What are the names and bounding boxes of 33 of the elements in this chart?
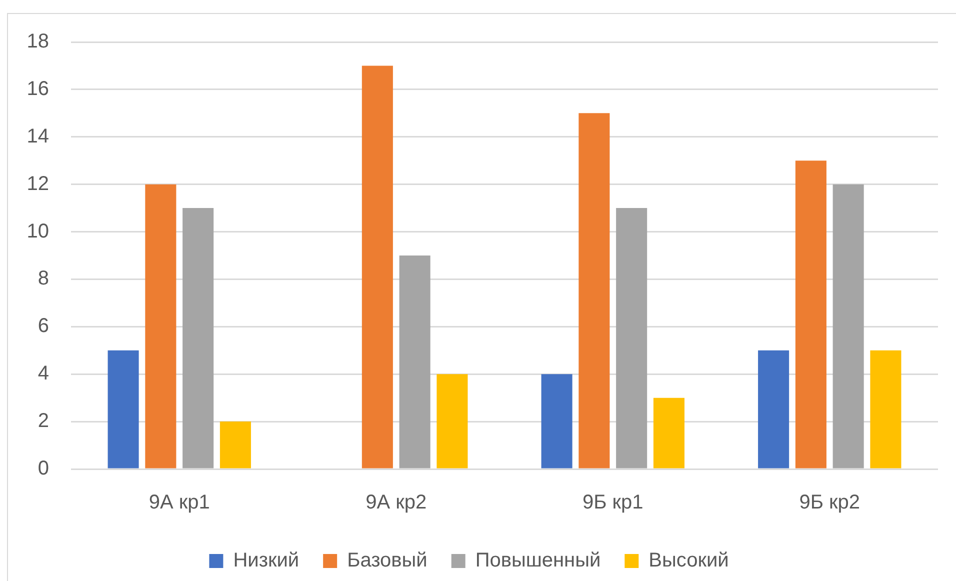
y-tick-label: 8 [38, 268, 49, 290]
y-tick-label: 6 [38, 315, 49, 338]
bar [108, 350, 139, 468]
legend-label: Низкий [233, 550, 300, 572]
bar [578, 113, 610, 468]
y-tick-label: 2 [38, 410, 49, 432]
y-tick-label: 16 [26, 78, 49, 100]
x-tick-label: 9Б кр1 [582, 492, 644, 514]
bar [653, 398, 684, 468]
bar [616, 208, 648, 468]
y-tick-label: 0 [38, 458, 49, 480]
y-tick-label: 4 [38, 362, 49, 385]
legend-label: Базовый [347, 550, 428, 572]
bar [758, 350, 790, 468]
legend-label: Высокий [648, 550, 729, 572]
bar [362, 66, 393, 468]
bar [541, 374, 572, 468]
bar [436, 374, 468, 468]
legend-label: Повышенный [475, 550, 601, 572]
y-tick-label: 18 [26, 30, 49, 53]
bar [220, 422, 251, 468]
x-tick-label: 9А кр2 [366, 492, 427, 514]
bar [399, 256, 430, 468]
bar [145, 184, 176, 468]
y-tick-label: 14 [26, 125, 49, 148]
x-tick-label: 9Б кр2 [799, 492, 860, 514]
y-tick-label: 12 [26, 172, 49, 195]
x-tick-label: 9А кр1 [148, 492, 210, 514]
bar [182, 208, 214, 468]
bar [870, 350, 902, 468]
bar [795, 160, 826, 468]
y-tick-label: 10 [26, 220, 49, 242]
bar [832, 184, 864, 468]
